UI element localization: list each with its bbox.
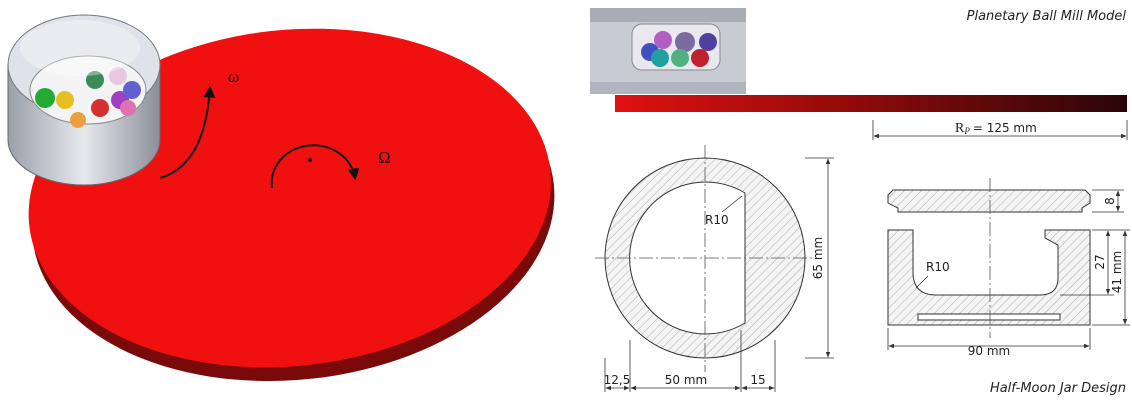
jar — [7, 14, 161, 186]
top-caption: Planetary Ball Mill Model — [967, 9, 1127, 24]
lid-section — [887, 189, 1091, 213]
height-label: 41 mm — [1110, 251, 1124, 293]
depth-label: 27 — [1093, 254, 1107, 269]
wall-left-label: 12,5 — [604, 373, 631, 387]
radius-value: = 125 mm — [973, 121, 1037, 135]
section-fillet-label: R10 — [926, 260, 950, 274]
body-section — [887, 229, 1091, 326]
jar-photo — [590, 8, 746, 94]
radius-symbol: R — [955, 121, 965, 136]
leader-line — [915, 275, 929, 289]
leader-line — [721, 195, 743, 213]
jar-rotation-arrow — [159, 85, 216, 179]
diameter-label: 65 mm — [811, 237, 825, 279]
jar-speed-label: ω — [228, 67, 239, 86]
lid-label: 8 — [1103, 197, 1117, 205]
wall-right-label: 15 — [750, 373, 765, 387]
radius-label: RP = 125 mm — [955, 121, 1037, 136]
inner-label: 50 mm — [665, 373, 707, 387]
bottom-dimensions — [604, 330, 776, 392]
disc-rotation-arrow — [270, 144, 360, 189]
axis-dot — [308, 158, 312, 162]
radius-bar — [615, 95, 1127, 112]
fillet-label: R10 — [705, 213, 729, 227]
width-label: 90 mm — [968, 344, 1010, 358]
section-dimensions — [887, 189, 1130, 350]
bottom-recess — [917, 313, 1061, 321]
bottom-caption: Half-Moon Jar Design — [990, 381, 1126, 396]
radius-subscript: P — [963, 126, 970, 136]
disc-speed-label: Ω — [378, 148, 391, 167]
